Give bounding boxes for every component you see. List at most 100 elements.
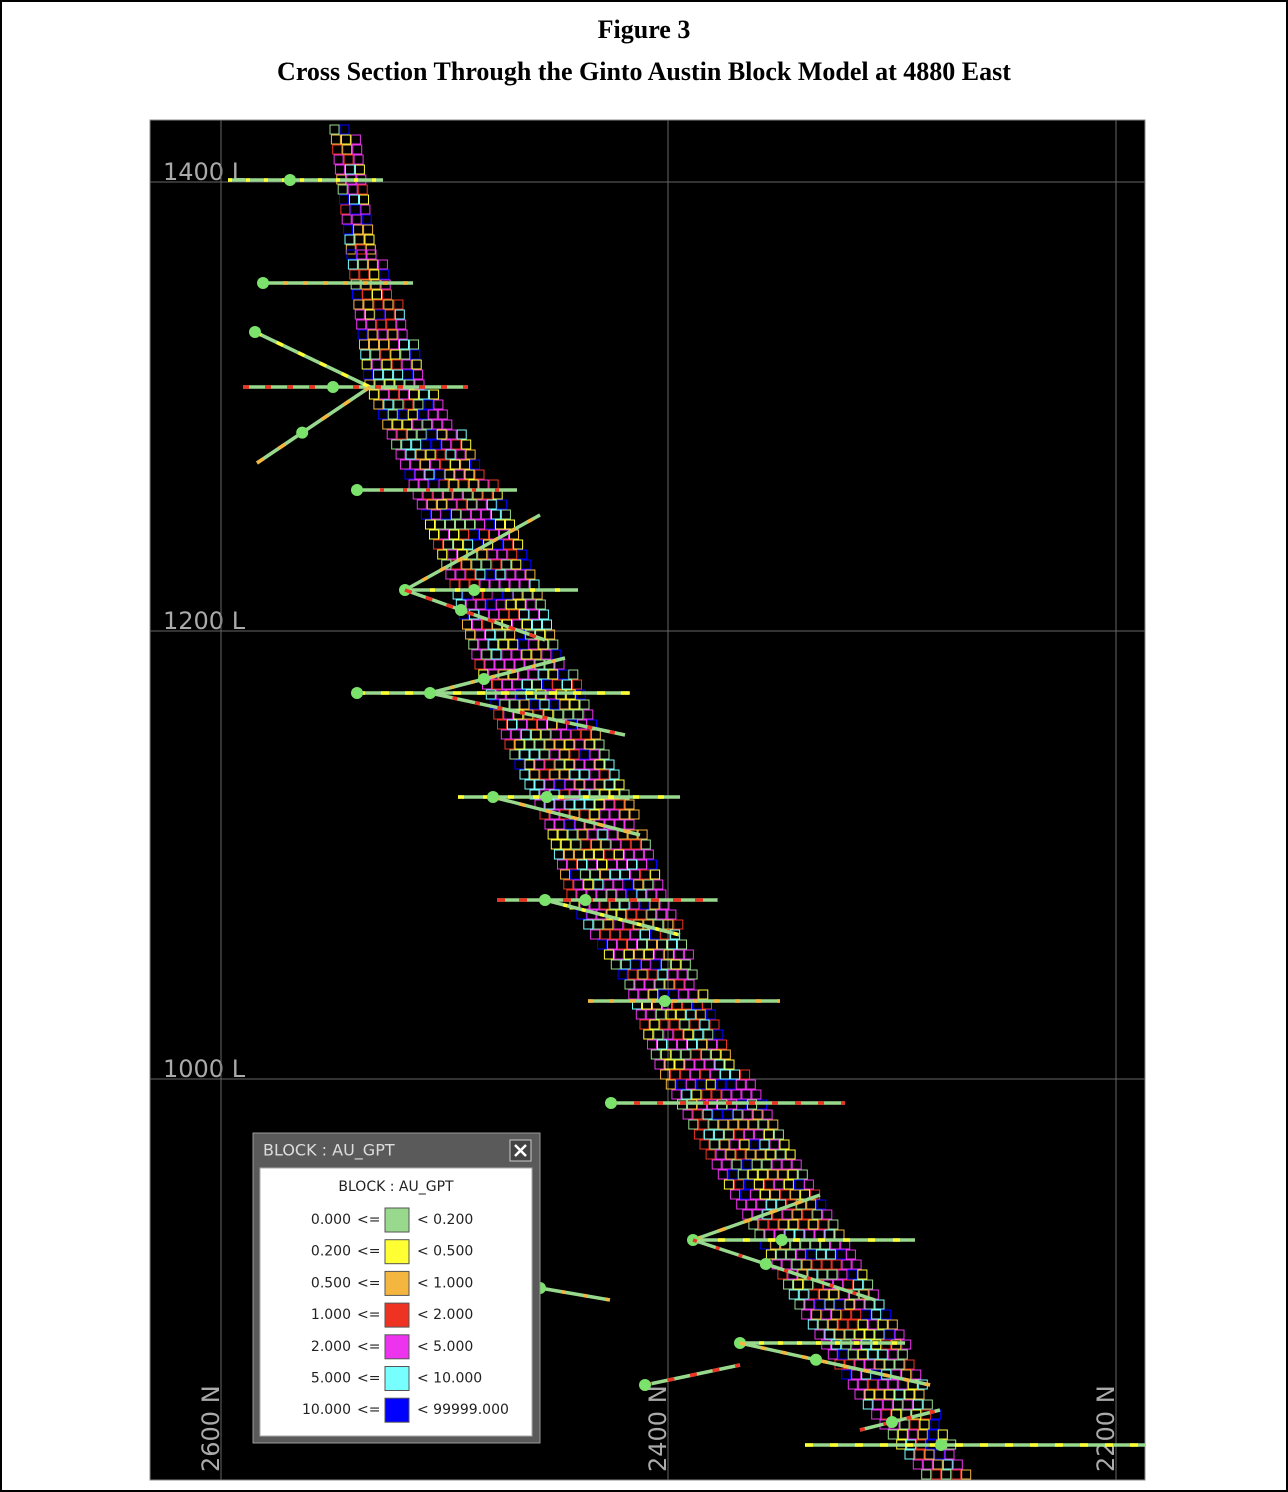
collar: [810, 1353, 822, 1366]
block: [763, 1129, 774, 1140]
block: [663, 1029, 674, 1040]
block: [762, 1109, 773, 1120]
block: [509, 699, 520, 710]
block: [808, 1289, 819, 1300]
block: [667, 969, 678, 980]
block: [874, 1389, 885, 1400]
block: [541, 649, 552, 660]
block: [529, 789, 540, 800]
block: [346, 249, 357, 260]
collar: [455, 604, 467, 616]
block: [669, 1019, 680, 1030]
block: [517, 549, 528, 560]
block: [664, 1059, 675, 1070]
block: [944, 1449, 955, 1460]
block: [653, 1029, 664, 1040]
block: [673, 919, 684, 930]
block: [441, 439, 452, 450]
block: [841, 1259, 852, 1270]
block: [646, 909, 657, 920]
block: [710, 1049, 721, 1060]
block: [791, 1259, 802, 1270]
block: [614, 779, 625, 790]
block: [387, 409, 398, 420]
block: [721, 1159, 732, 1170]
block: [620, 839, 631, 850]
block: [485, 629, 496, 640]
block: [445, 519, 455, 530]
block: [610, 869, 621, 880]
block: [584, 779, 595, 790]
block: [867, 1319, 878, 1330]
block: [366, 319, 377, 330]
legend-swatch: [384, 1366, 410, 1391]
block: [564, 799, 575, 810]
block: [502, 679, 512, 690]
block: [707, 1039, 717, 1050]
block: [766, 1199, 777, 1210]
block: [397, 329, 408, 340]
collar: [327, 381, 339, 393]
collar: [639, 1379, 651, 1391]
block: [471, 559, 482, 570]
block: [635, 1009, 646, 1020]
block: [630, 839, 641, 850]
block: [442, 419, 453, 430]
block: [801, 1259, 812, 1270]
elevation-label: 1000 L: [163, 1055, 246, 1083]
block: [359, 194, 369, 205]
block: [557, 859, 567, 870]
block: [550, 729, 561, 740]
drill-holes: [228, 174, 1145, 1451]
block: [498, 609, 509, 620]
block: [444, 469, 455, 480]
block: [623, 949, 634, 960]
block: [481, 649, 492, 660]
block: [387, 329, 398, 340]
block: [857, 1349, 868, 1360]
block: [410, 349, 421, 360]
block: [617, 859, 627, 870]
block: [537, 719, 547, 730]
block: [515, 599, 526, 610]
block: [373, 299, 384, 310]
block: [600, 929, 611, 940]
block: [667, 939, 677, 950]
block: [547, 829, 558, 840]
block: [497, 719, 507, 730]
block: [690, 1049, 701, 1060]
block: [594, 739, 605, 750]
assay-interval: [404, 588, 546, 642]
block: [548, 669, 559, 680]
block: [465, 599, 476, 610]
block: [854, 1389, 865, 1400]
collar: [284, 174, 296, 186]
legend-min: 0.500: [311, 1275, 351, 1291]
block: [723, 1129, 734, 1140]
block: [951, 1469, 962, 1480]
block: [627, 939, 637, 950]
block: [717, 1039, 727, 1050]
block: [674, 979, 685, 990]
block: [703, 1129, 714, 1140]
block: [470, 509, 481, 520]
block: [617, 939, 627, 950]
block: [344, 234, 355, 245]
block: [381, 359, 392, 370]
block: [620, 959, 631, 970]
block: [673, 1029, 684, 1040]
block: [792, 1209, 803, 1220]
block: [837, 1349, 848, 1360]
block: [406, 429, 417, 440]
block: [538, 669, 549, 680]
legend-min: 0.000: [311, 1212, 351, 1228]
block: [912, 1399, 923, 1410]
block: [738, 1119, 749, 1130]
block: [725, 1079, 736, 1090]
block: [824, 1299, 835, 1310]
block: [583, 849, 594, 860]
block: [505, 599, 516, 610]
collar: [658, 995, 671, 1007]
block: [837, 1269, 848, 1280]
block: [388, 389, 399, 400]
